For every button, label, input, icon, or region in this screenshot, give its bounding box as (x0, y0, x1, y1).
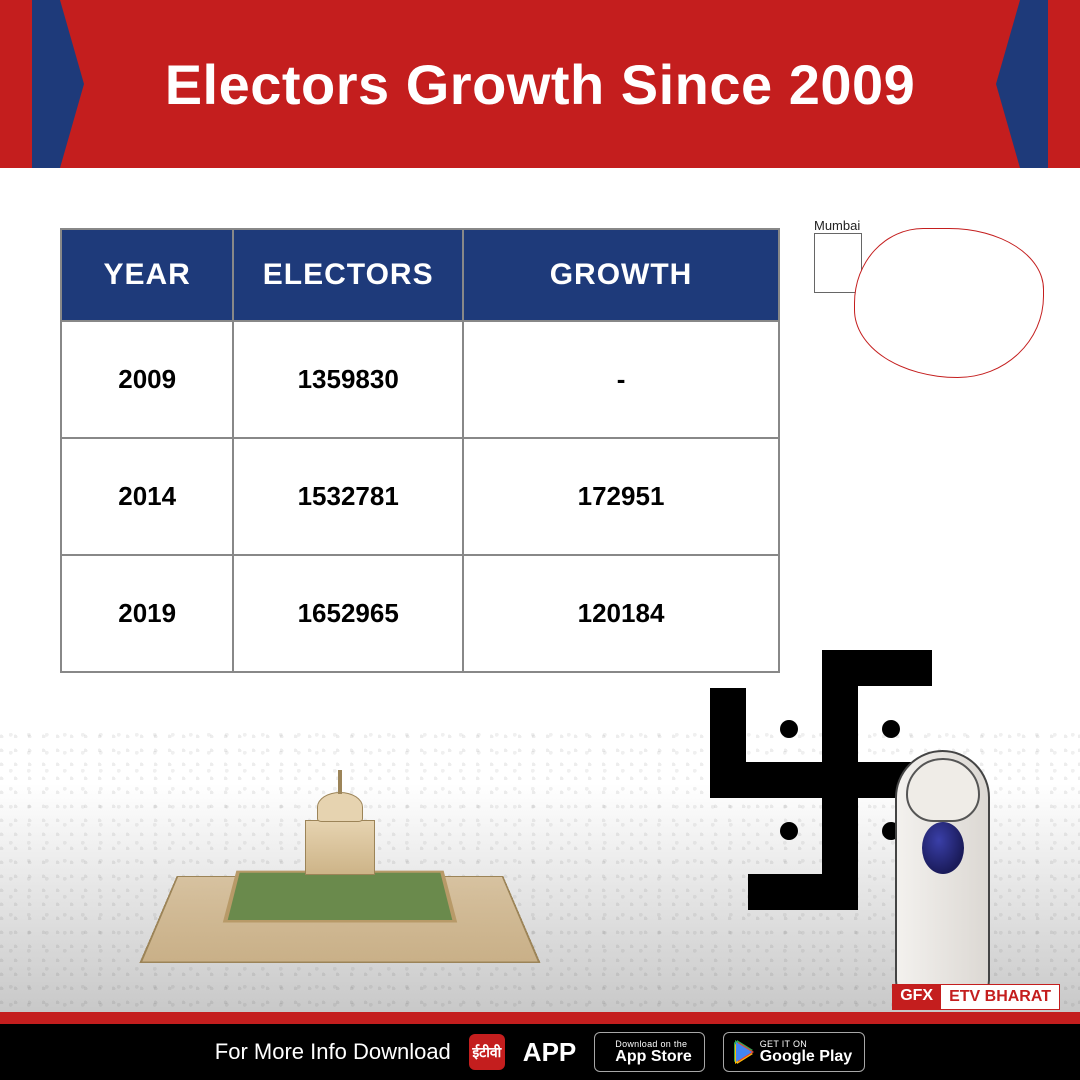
parliament-hall (305, 820, 375, 875)
col-header-electors: ELECTORS (233, 229, 463, 321)
parliament-courtyard (223, 871, 457, 923)
header-notch-right (1020, 0, 1048, 168)
header-notch-left (32, 0, 60, 168)
index-finger (895, 750, 990, 1000)
table-row: 2014 1532781 172951 (61, 438, 779, 555)
cell-year: 2009 (61, 321, 233, 438)
cell-growth: - (463, 321, 779, 438)
header-band: Electors Growth Since 2009 (0, 0, 1080, 168)
col-header-growth: GROWTH (463, 229, 779, 321)
cell-year: 2019 (61, 555, 233, 672)
cell-electors: 1652965 (233, 555, 463, 672)
cell-growth: 172951 (463, 438, 779, 555)
parliament-illustration (130, 740, 550, 1000)
google-play-icon (736, 1042, 752, 1062)
parliament-dome (317, 792, 363, 822)
gfx-label: GFX (892, 984, 941, 1010)
table-row: 2009 1359830 - (61, 321, 779, 438)
googleplay-badge[interactable]: GET IT ON Google Play (723, 1032, 865, 1072)
footer-bar: For More Info Download ईटीवी APP Downloa… (0, 1024, 1080, 1080)
cell-electors: 1532781 (233, 438, 463, 555)
appstore-big: App Store (615, 1049, 691, 1065)
cell-year: 2014 (61, 438, 233, 555)
content-area: YEAR ELECTORS GROWTH 2009 1359830 - 2014… (0, 168, 1080, 673)
parliament-spire (338, 770, 342, 794)
map-state-outline (854, 228, 1044, 378)
maharashtra-map: Mumbai (814, 218, 1044, 398)
footer-text: For More Info Download (215, 1039, 451, 1065)
map-inset-box (814, 233, 862, 293)
gfx-brand-tag: GFX ETV BHARAT (892, 984, 1060, 1010)
table-row: 2019 1652965 120184 (61, 555, 779, 672)
cell-electors: 1359830 (233, 321, 463, 438)
appstore-badge[interactable]: Download on the App Store (594, 1032, 704, 1072)
map-inset-label: Mumbai (814, 218, 860, 233)
footer-red-stripe (0, 1012, 1080, 1024)
brand-label: ETV BHARAT (941, 984, 1060, 1010)
electors-table: YEAR ELECTORS GROWTH 2009 1359830 - 2014… (60, 228, 780, 673)
play-big: Google Play (760, 1049, 852, 1065)
voting-finger-illustration (680, 640, 1020, 1000)
footer-app-word: APP (523, 1037, 576, 1068)
ink-mark-icon (922, 822, 964, 874)
col-header-year: YEAR (61, 229, 233, 321)
etv-logo-icon: ईटीवी (469, 1034, 505, 1070)
page-title: Electors Growth Since 2009 (165, 52, 916, 117)
table-header-row: YEAR ELECTORS GROWTH (61, 229, 779, 321)
